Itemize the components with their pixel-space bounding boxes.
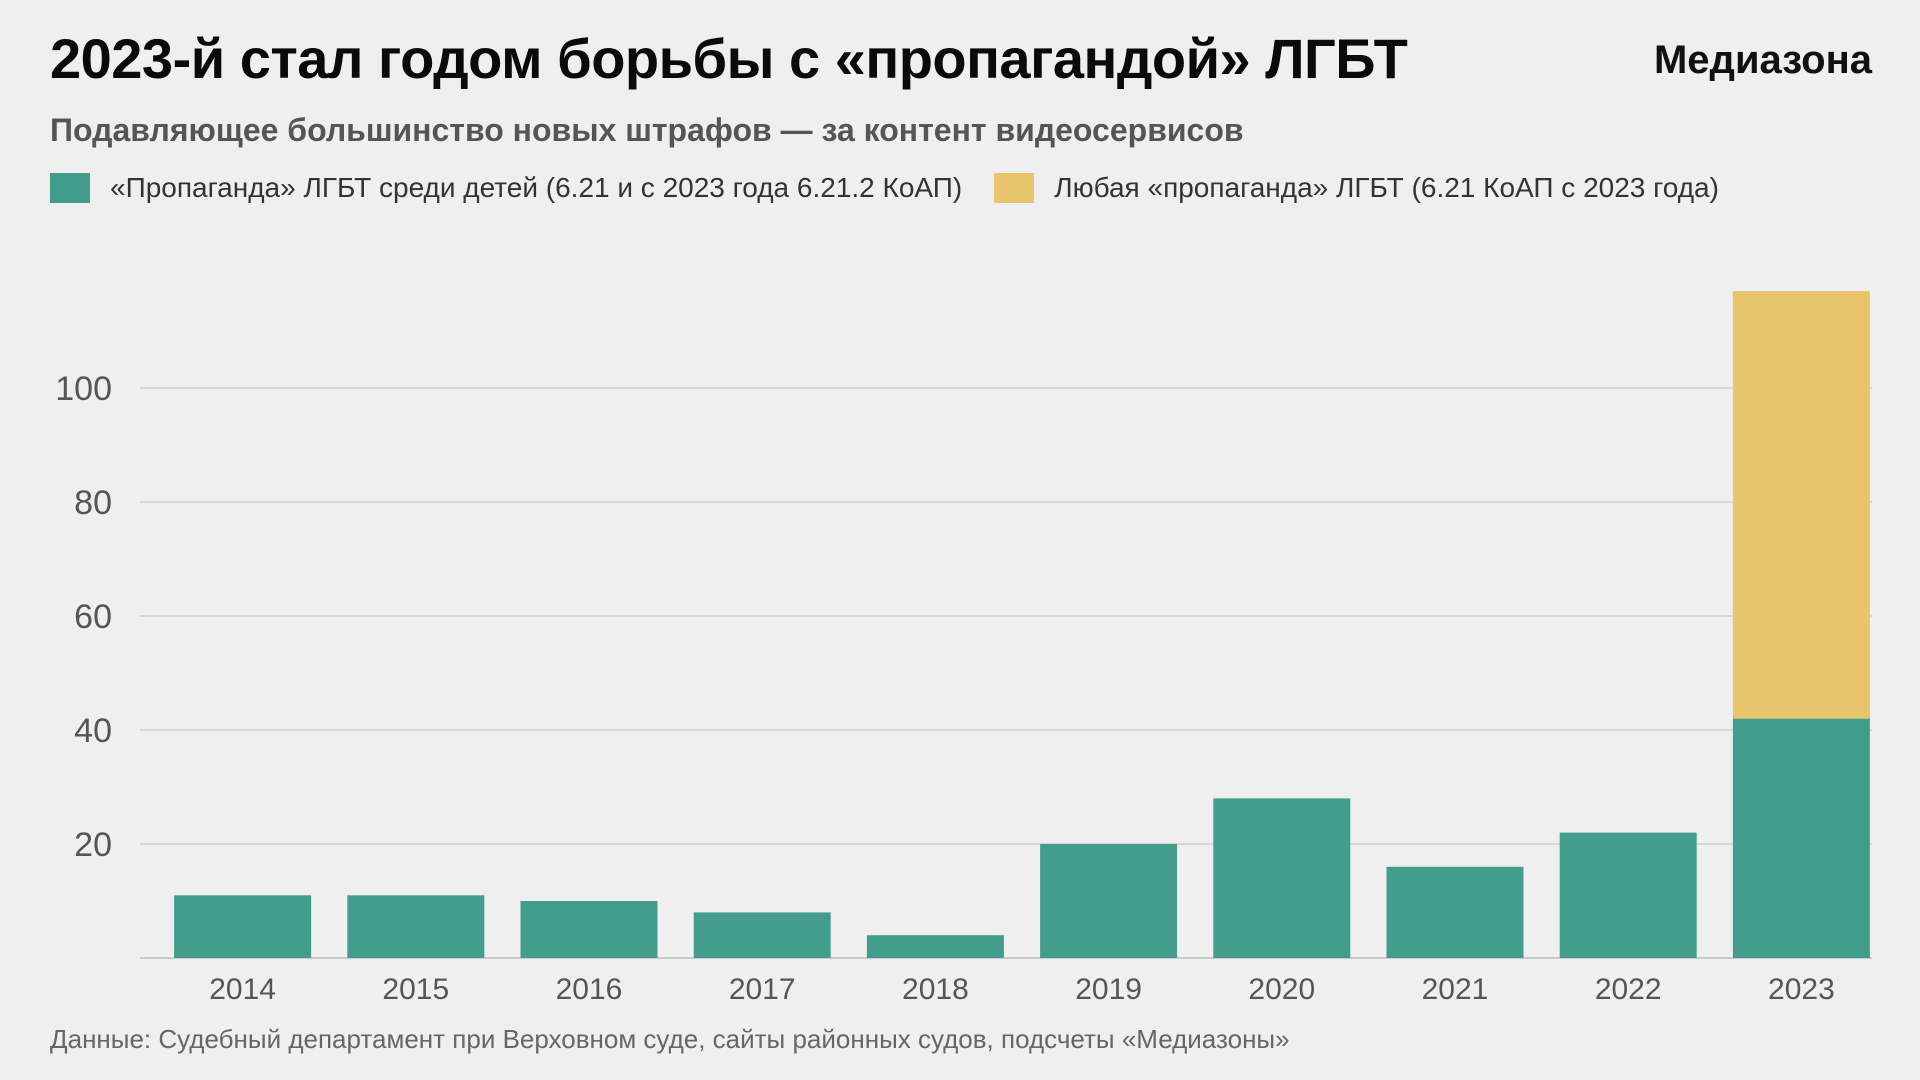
y-tick-label-100: 100: [55, 370, 112, 408]
legend-swatch-any: [994, 173, 1035, 203]
x-tick-label-2016: 2016: [556, 973, 623, 1006]
bar-2021-series-0: [1386, 866, 1524, 958]
bar-2017-series-0: [693, 912, 831, 958]
x-tick-label-2020: 2020: [1248, 973, 1315, 1006]
chart-title: 2023-й стал годом борьбы с «пропагандой»…: [50, 27, 1408, 90]
x-tick-label-2023: 2023: [1768, 973, 1835, 1006]
x-tick-label-2019: 2019: [1075, 973, 1142, 1006]
x-tick-label-2018: 2018: [902, 973, 969, 1006]
x-tick-label-2021: 2021: [1422, 973, 1489, 1006]
y-tick-label-20: 20: [74, 826, 112, 864]
legend-swatch-children: [50, 173, 90, 203]
bar-2014-series-0: [174, 895, 312, 958]
x-tick-label-2014: 2014: [209, 973, 276, 1006]
chart-subtitle: Подавляющее большинство новых штрафов — …: [50, 112, 1244, 148]
x-tick-label-2022: 2022: [1595, 973, 1662, 1006]
bar-2023-series-0: [1732, 718, 1870, 958]
bar-2015-series-0: [347, 895, 485, 958]
bar-2020-series-0: [1213, 798, 1351, 958]
y-tick-label-60: 60: [74, 598, 112, 636]
bar-2023-series-1: [1732, 291, 1870, 719]
legend-label-children: «Пропаганда» ЛГБТ среди детей (6.21 и с …: [110, 172, 963, 203]
source-note: Данные: Судебный департамент при Верховн…: [50, 1024, 1290, 1054]
x-tick-label-2017: 2017: [729, 973, 796, 1006]
legend-item-children: «Пропаганда» ЛГБТ среди детей (6.21 и с …: [50, 172, 962, 204]
legend-label-any: Любая «пропаганда» ЛГБТ (6.21 КоАП с 202…: [1054, 172, 1719, 203]
x-tick-label-2015: 2015: [382, 973, 449, 1006]
bar-2018-series-0: [866, 935, 1004, 958]
legend-item-any: Любая «пропаганда» ЛГБТ (6.21 КоАП с 202…: [994, 172, 1719, 204]
y-tick-label-80: 80: [74, 484, 112, 522]
legend: «Пропаганда» ЛГБТ среди детей (6.21 и с …: [50, 172, 1751, 204]
bar-2016-series-0: [520, 901, 658, 958]
bar-2022-series-0: [1559, 832, 1697, 958]
y-tick-label-40: 40: [74, 712, 112, 750]
brand-logo[interactable]: Медиазона: [1653, 38, 1872, 82]
bar-2019-series-0: [1040, 844, 1178, 958]
